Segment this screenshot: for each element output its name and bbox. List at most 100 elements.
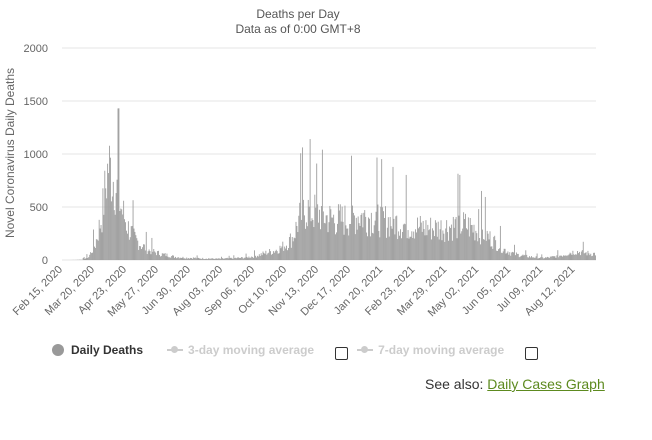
bar[interactable] <box>475 230 477 260</box>
bar[interactable] <box>224 258 226 260</box>
bar[interactable] <box>387 217 389 260</box>
bar[interactable] <box>170 257 172 260</box>
bar[interactable] <box>266 254 268 260</box>
bar[interactable] <box>555 257 557 260</box>
bar[interactable] <box>150 254 152 260</box>
bar[interactable] <box>492 248 494 260</box>
checkbox-7-day-average[interactable] <box>525 347 539 360</box>
bar[interactable] <box>101 232 103 260</box>
bar[interactable] <box>439 229 441 260</box>
bar[interactable] <box>418 228 419 260</box>
bar[interactable] <box>204 259 206 260</box>
bar[interactable] <box>329 205 331 260</box>
bar[interactable] <box>468 236 470 260</box>
bar[interactable] <box>179 257 181 260</box>
bar[interactable] <box>214 259 216 260</box>
bar[interactable] <box>496 250 498 260</box>
bar[interactable] <box>467 217 469 260</box>
bar[interactable] <box>497 251 498 260</box>
bar[interactable] <box>422 220 424 260</box>
bar[interactable] <box>515 252 517 260</box>
bar[interactable] <box>211 258 213 260</box>
bar[interactable] <box>401 238 402 260</box>
bar[interactable] <box>561 255 562 260</box>
bar[interactable] <box>460 233 462 260</box>
bar[interactable] <box>495 240 497 260</box>
bar[interactable] <box>501 253 503 260</box>
bar[interactable] <box>137 240 139 260</box>
bar[interactable] <box>326 215 328 260</box>
bar[interactable] <box>89 254 91 260</box>
bar[interactable] <box>507 251 509 260</box>
bar[interactable] <box>532 257 534 260</box>
bar[interactable] <box>199 258 201 260</box>
bar[interactable] <box>524 254 526 260</box>
bar[interactable] <box>162 253 164 260</box>
bar[interactable] <box>155 252 157 260</box>
bar[interactable] <box>279 245 281 260</box>
bar[interactable] <box>304 228 306 260</box>
bar[interactable] <box>255 255 256 260</box>
bar[interactable] <box>414 238 416 260</box>
bar[interactable] <box>395 216 397 260</box>
bar[interactable] <box>327 232 329 260</box>
bar[interactable] <box>335 234 336 260</box>
bar[interactable] <box>268 252 270 260</box>
bar[interactable] <box>525 250 527 260</box>
bar[interactable] <box>359 225 361 260</box>
bar[interactable] <box>591 256 593 260</box>
bar[interactable] <box>134 231 136 260</box>
bar[interactable] <box>213 258 215 260</box>
legend-3-day-average[interactable]: 3-day moving average <box>167 343 314 357</box>
bar[interactable] <box>231 258 233 260</box>
bar[interactable] <box>245 253 247 260</box>
bar[interactable] <box>357 216 359 260</box>
bar[interactable] <box>187 258 189 260</box>
bar[interactable] <box>586 255 588 260</box>
bar[interactable] <box>404 224 406 260</box>
bar[interactable] <box>452 216 454 260</box>
bar[interactable] <box>369 218 370 260</box>
bar[interactable] <box>315 207 317 260</box>
bar[interactable] <box>103 214 105 260</box>
bar[interactable] <box>409 236 411 260</box>
bar[interactable] <box>297 232 299 260</box>
bar[interactable] <box>232 258 234 260</box>
bar[interactable] <box>242 258 244 260</box>
bar[interactable] <box>442 230 444 260</box>
bar[interactable] <box>367 236 368 260</box>
bar[interactable] <box>370 212 372 260</box>
bar[interactable] <box>313 227 315 260</box>
bar[interactable] <box>234 257 236 260</box>
bar[interactable] <box>226 257 228 260</box>
bar[interactable] <box>132 200 134 260</box>
bar[interactable] <box>123 200 125 260</box>
bar[interactable] <box>91 253 93 260</box>
daily-deaths-series[interactable] <box>69 108 596 260</box>
bar[interactable] <box>469 218 471 260</box>
bar[interactable] <box>135 235 137 260</box>
bar[interactable] <box>440 220 442 260</box>
bar[interactable] <box>250 257 252 260</box>
bar[interactable] <box>450 224 452 260</box>
bar[interactable] <box>582 241 584 260</box>
bar[interactable] <box>333 214 335 260</box>
bar[interactable] <box>127 221 129 260</box>
bar[interactable] <box>246 256 248 260</box>
bar[interactable] <box>275 249 277 260</box>
bar[interactable] <box>94 247 96 260</box>
bar[interactable] <box>585 252 587 260</box>
bar[interactable] <box>304 215 305 260</box>
bar[interactable] <box>154 251 156 260</box>
bar[interactable] <box>491 246 493 260</box>
bar[interactable] <box>447 232 449 260</box>
bar[interactable] <box>563 255 565 260</box>
bar[interactable] <box>318 222 320 260</box>
bar[interactable] <box>420 222 422 260</box>
bar[interactable] <box>537 258 539 260</box>
bar[interactable] <box>464 219 465 260</box>
bar[interactable] <box>456 238 458 260</box>
bar[interactable] <box>248 256 250 260</box>
bar[interactable] <box>175 256 176 260</box>
bar[interactable] <box>577 251 579 260</box>
